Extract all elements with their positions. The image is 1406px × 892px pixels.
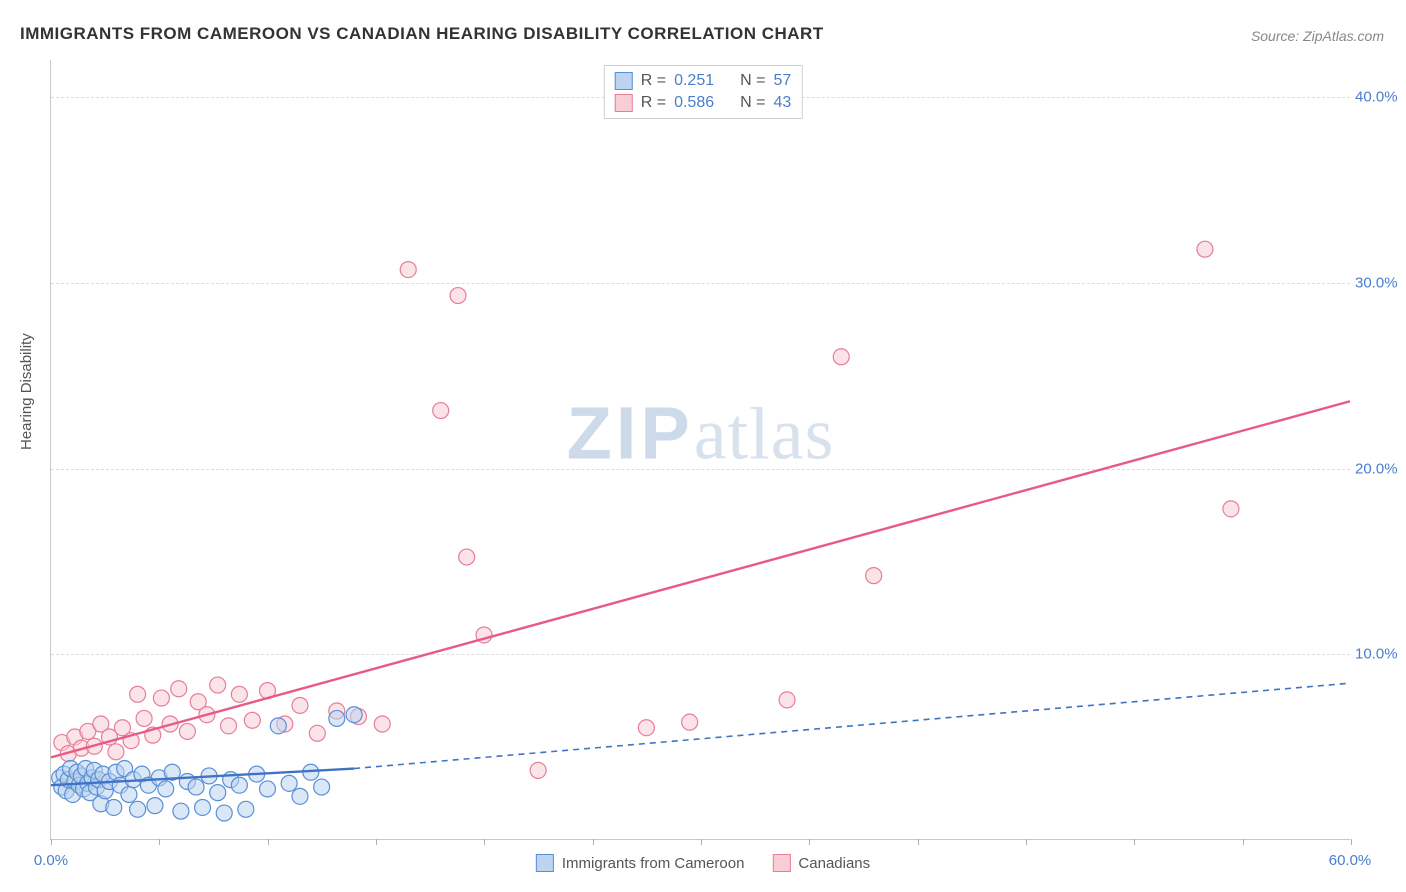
data-point: [682, 714, 698, 730]
data-point: [374, 716, 390, 732]
legend-N-label-2: N =: [740, 94, 765, 112]
data-point: [231, 777, 247, 793]
series-legend: Immigrants from Cameroon Canadians: [536, 854, 870, 872]
legend-item-pink: Canadians: [772, 854, 870, 872]
data-point: [450, 288, 466, 304]
data-point: [173, 803, 189, 819]
data-point: [153, 690, 169, 706]
data-point: [216, 805, 232, 821]
data-point: [281, 775, 297, 791]
x-tick: [1351, 839, 1352, 845]
x-tick: [918, 839, 919, 845]
data-point: [244, 712, 260, 728]
correlation-legend: R = 0.251 N = 57 R = 0.586 N = 43: [604, 65, 803, 119]
legend-blue-R: 0.251: [674, 72, 714, 90]
y-tick-label: 20.0%: [1355, 460, 1406, 477]
plot-area: ZIPatlas 0.0% 60.0% 10.0%20.0%30.0%40.0%: [50, 60, 1350, 840]
data-point: [833, 349, 849, 365]
data-point: [433, 403, 449, 419]
swatch-blue-b: [536, 854, 554, 872]
legend-row-blue: R = 0.251 N = 57: [615, 70, 792, 92]
x-tick: [1134, 839, 1135, 845]
data-point: [292, 697, 308, 713]
data-point: [188, 779, 204, 795]
data-point: [779, 692, 795, 708]
chart-title: IMMIGRANTS FROM CAMEROON VS CANADIAN HEA…: [20, 24, 824, 44]
legend-R-label-2: R =: [641, 94, 666, 112]
data-point: [106, 799, 122, 815]
swatch-blue: [615, 72, 633, 90]
data-point: [130, 686, 146, 702]
data-point: [270, 718, 286, 734]
data-point: [314, 779, 330, 795]
data-point: [238, 801, 254, 817]
x-tick: [51, 839, 52, 845]
data-point: [638, 720, 654, 736]
swatch-pink-b: [772, 854, 790, 872]
x-tick: [1243, 839, 1244, 845]
trend-line: [51, 401, 1350, 757]
data-point: [400, 262, 416, 278]
x-tick: [701, 839, 702, 845]
swatch-pink: [615, 94, 633, 112]
legend-label-pink: Canadians: [798, 855, 870, 872]
chart-container: IMMIGRANTS FROM CAMEROON VS CANADIAN HEA…: [0, 0, 1406, 892]
data-point: [179, 723, 195, 739]
data-point: [158, 781, 174, 797]
data-point: [108, 744, 124, 760]
legend-pink-R: 0.586: [674, 94, 714, 112]
plot-svg: [51, 60, 1350, 839]
x-tick: [809, 839, 810, 845]
x-tick: [1026, 839, 1027, 845]
data-point: [329, 710, 345, 726]
data-point: [866, 568, 882, 584]
data-point: [1197, 241, 1213, 257]
legend-pink-N: 43: [773, 94, 791, 112]
x-tick: [484, 839, 485, 845]
data-point: [459, 549, 475, 565]
x-tick: [593, 839, 594, 845]
data-point: [171, 681, 187, 697]
x-axis-min-label: 0.0%: [34, 852, 68, 869]
y-tick-label: 30.0%: [1355, 274, 1406, 291]
y-tick-label: 40.0%: [1355, 89, 1406, 106]
data-point: [309, 725, 325, 741]
data-point: [346, 707, 362, 723]
legend-item-blue: Immigrants from Cameroon: [536, 854, 745, 872]
data-point: [231, 686, 247, 702]
data-point: [1223, 501, 1239, 517]
trend-line: [354, 683, 1350, 768]
legend-blue-N: 57: [773, 72, 791, 90]
data-point: [147, 798, 163, 814]
data-point: [136, 710, 152, 726]
data-point: [121, 786, 137, 802]
y-tick-label: 10.0%: [1355, 646, 1406, 663]
data-point: [195, 799, 211, 815]
data-point: [530, 762, 546, 778]
source-attribution: Source: ZipAtlas.com: [1251, 28, 1384, 44]
data-point: [221, 718, 237, 734]
data-point: [292, 788, 308, 804]
data-point: [210, 785, 226, 801]
legend-R-label: R =: [641, 72, 666, 90]
legend-N-label: N =: [740, 72, 765, 90]
legend-label-blue: Immigrants from Cameroon: [562, 855, 745, 872]
x-axis-max-label: 60.0%: [1329, 852, 1372, 869]
x-tick: [159, 839, 160, 845]
data-point: [130, 801, 146, 817]
x-tick: [376, 839, 377, 845]
data-point: [260, 781, 276, 797]
legend-row-pink: R = 0.586 N = 43: [615, 92, 792, 114]
data-point: [210, 677, 226, 693]
y-axis-label: Hearing Disability: [18, 333, 35, 450]
x-tick: [268, 839, 269, 845]
